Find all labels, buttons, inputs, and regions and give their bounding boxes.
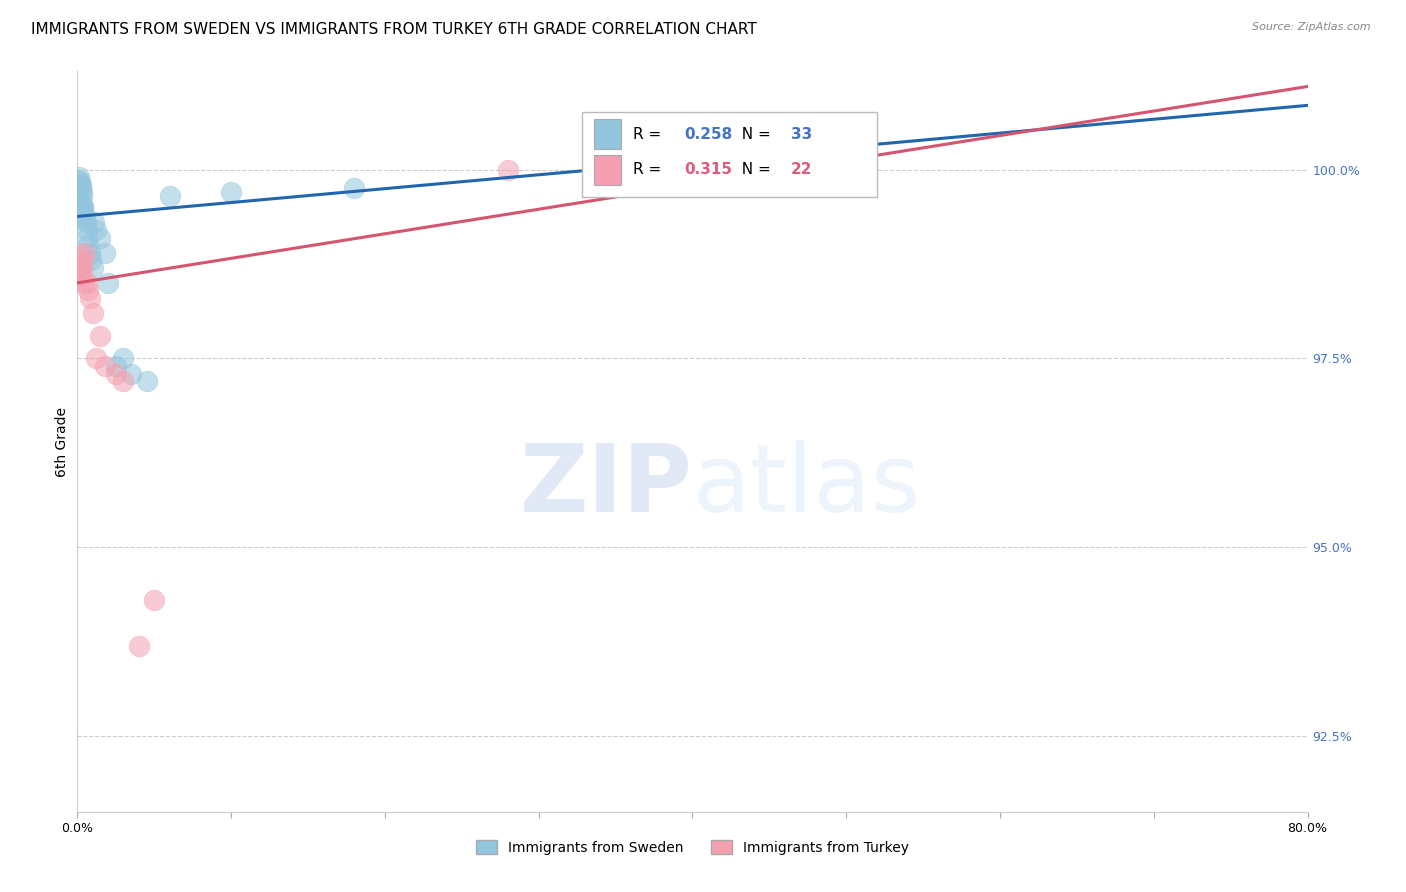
Text: ZIP: ZIP xyxy=(520,440,693,532)
Point xyxy=(76,223,98,237)
Text: 0.315: 0.315 xyxy=(683,162,733,178)
Point xyxy=(496,162,519,177)
Point xyxy=(94,359,117,373)
Point xyxy=(112,374,135,388)
Point xyxy=(758,178,780,192)
Point xyxy=(89,328,111,343)
Text: 0.258: 0.258 xyxy=(683,127,733,142)
Point xyxy=(143,593,166,607)
Point xyxy=(343,181,366,195)
Point xyxy=(69,250,91,264)
Y-axis label: 6th Grade: 6th Grade xyxy=(55,407,69,476)
Point xyxy=(69,181,91,195)
Point xyxy=(67,174,90,188)
Point xyxy=(104,359,127,373)
Point xyxy=(70,260,93,275)
Point xyxy=(70,189,93,203)
Point xyxy=(67,268,90,283)
Text: 22: 22 xyxy=(792,162,813,178)
Bar xyxy=(595,155,621,185)
Point xyxy=(73,208,96,222)
Point xyxy=(97,276,120,290)
Text: Source: ZipAtlas.com: Source: ZipAtlas.com xyxy=(1253,22,1371,32)
Point xyxy=(77,238,100,252)
Text: 33: 33 xyxy=(792,127,813,142)
Point xyxy=(83,215,105,229)
Point xyxy=(69,178,91,192)
Text: R =: R = xyxy=(634,127,666,142)
Point xyxy=(104,367,127,381)
Point xyxy=(72,204,94,219)
Point xyxy=(70,178,93,192)
Point xyxy=(159,189,181,203)
Point xyxy=(72,200,94,214)
Point xyxy=(69,253,91,268)
Point xyxy=(219,186,242,200)
Text: IMMIGRANTS FROM SWEDEN VS IMMIGRANTS FROM TURKEY 6TH GRADE CORRELATION CHART: IMMIGRANTS FROM SWEDEN VS IMMIGRANTS FRO… xyxy=(31,22,756,37)
Point xyxy=(84,223,107,237)
Point xyxy=(112,351,135,366)
Point xyxy=(76,276,98,290)
Point xyxy=(70,186,93,200)
Point xyxy=(80,253,103,268)
Point xyxy=(79,245,101,260)
Point xyxy=(69,174,91,188)
Point xyxy=(82,260,104,275)
Point xyxy=(89,230,111,244)
Bar xyxy=(595,120,621,149)
Point xyxy=(75,215,97,229)
Text: N =: N = xyxy=(733,162,776,178)
Point xyxy=(128,639,150,653)
Point xyxy=(72,257,94,271)
Point xyxy=(84,351,107,366)
Point xyxy=(67,170,90,185)
Point xyxy=(120,367,142,381)
Legend: Immigrants from Sweden, Immigrants from Turkey: Immigrants from Sweden, Immigrants from … xyxy=(471,834,914,860)
Text: R =: R = xyxy=(634,162,666,178)
Point xyxy=(73,211,96,226)
Point xyxy=(70,268,93,283)
Point xyxy=(82,306,104,320)
Point xyxy=(77,284,100,298)
Point xyxy=(76,230,98,244)
FancyBboxPatch shape xyxy=(582,112,877,197)
Point xyxy=(135,374,157,388)
Point xyxy=(70,196,93,211)
Point xyxy=(72,200,94,214)
Point xyxy=(72,276,94,290)
Point xyxy=(94,245,117,260)
Text: atlas: atlas xyxy=(693,440,921,532)
Text: N =: N = xyxy=(733,127,776,142)
Point xyxy=(73,245,96,260)
Point xyxy=(79,291,101,305)
Point xyxy=(67,260,90,275)
